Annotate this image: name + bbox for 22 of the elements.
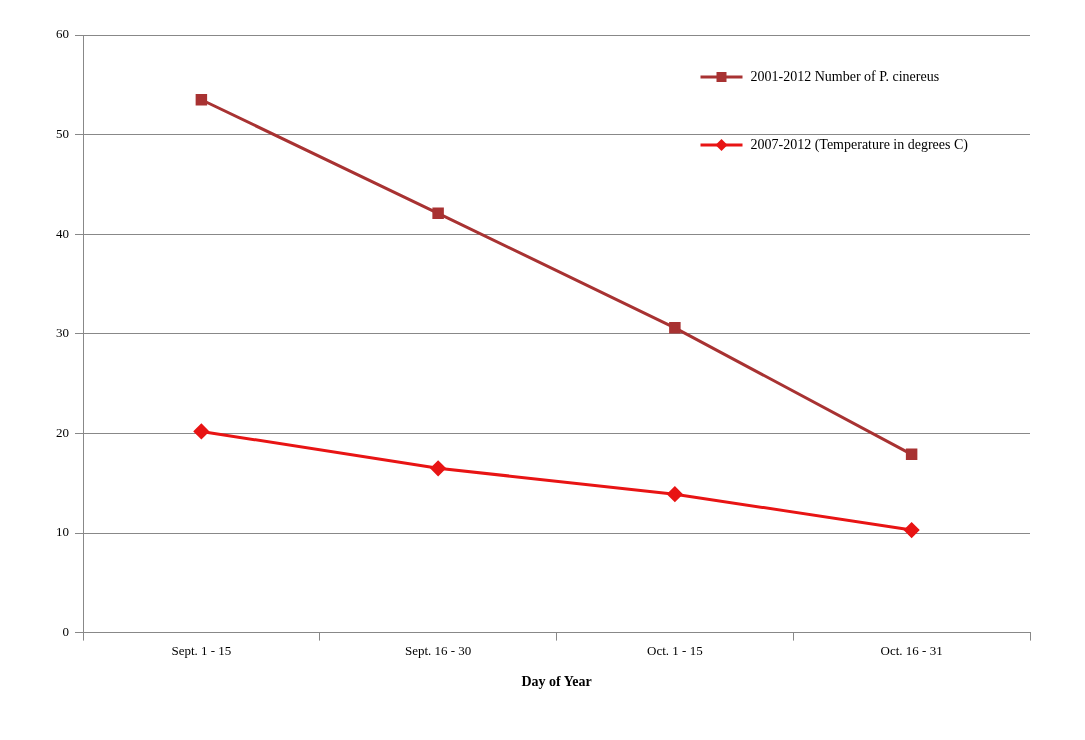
y-tick-label: 20 xyxy=(56,424,69,440)
legend-label: 2007-2012 (Temperature in degrees C) xyxy=(750,136,969,153)
y-tick-label: 30 xyxy=(56,325,69,341)
x-tick-label: Sept. 1 - 15 xyxy=(171,642,232,658)
point xyxy=(430,460,446,476)
point xyxy=(905,448,918,461)
y-tick-label: 50 xyxy=(56,126,69,142)
point xyxy=(432,207,444,220)
x-tick-label: Sept. 16 - 30 xyxy=(404,642,472,658)
x-tick-label: Oct. 16 - 31 xyxy=(880,642,943,658)
y-tick-label: 60 xyxy=(56,26,69,42)
point xyxy=(667,486,683,502)
y-tick-label: 0 xyxy=(62,624,69,640)
y-tick-label: 40 xyxy=(56,225,69,241)
point xyxy=(669,322,681,334)
x-axis-title: Day of Year xyxy=(521,674,592,690)
legend-label: 2001-2012 Number of P. cinereus xyxy=(750,68,940,84)
point xyxy=(193,423,209,439)
point xyxy=(195,94,208,106)
point xyxy=(904,522,920,538)
y-tick-label: 10 xyxy=(56,524,69,540)
x-tick-label: Oct. 1 - 15 xyxy=(647,642,703,658)
